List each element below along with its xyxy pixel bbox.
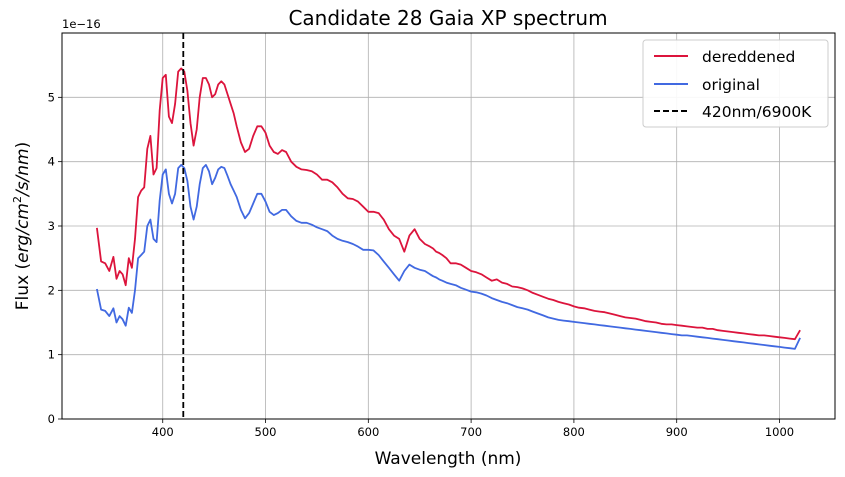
y-axis-label-sup: 2 <box>11 196 24 203</box>
legend-label-original: original <box>702 76 760 94</box>
series-line-original <box>96 163 801 350</box>
y-tick-label: 4 <box>48 155 55 169</box>
x-tick-label: 600 <box>357 425 379 439</box>
y-offset-label: 1e−16 <box>62 17 101 31</box>
x-tick-label: 800 <box>563 425 585 439</box>
y-tick-label: 2 <box>48 283 55 297</box>
y-axis-label-suffix: ) <box>13 142 33 149</box>
legend-box <box>642 39 829 128</box>
series-line-dereddened <box>96 67 801 341</box>
y-axis-label-math2: /s/nm <box>13 148 33 198</box>
y-tick-label: 0 <box>48 412 55 426</box>
legend: dereddened original 420nm/6900K <box>642 39 829 128</box>
x-tick-label: 400 <box>152 425 174 439</box>
legend-label-dereddened: dereddened <box>702 48 795 66</box>
y-tick-label: 3 <box>48 219 55 233</box>
x-tick-label: 1000 <box>765 425 794 439</box>
y-axis-label: Flux (erg/cm2/s/nm) <box>11 142 33 311</box>
y-tick-label: 5 <box>48 90 55 104</box>
series-lines <box>96 67 801 350</box>
y-tick-label: 1 <box>48 348 55 362</box>
y-axis-label-math: erg/cm <box>13 203 33 263</box>
x-tick-label: 900 <box>666 425 688 439</box>
axis-ticks: 400 500 600 700 800 900 1000 0 1 2 3 4 5 <box>48 90 794 439</box>
x-tick-label: 500 <box>255 425 277 439</box>
x-axis-label: Wavelength (nm) <box>375 449 522 469</box>
chart-title: Candidate 28 Gaia XP spectrum <box>288 6 607 30</box>
y-axis-label-prefix: Flux ( <box>13 263 33 310</box>
x-tick-label: 700 <box>460 425 482 439</box>
legend-label-vline: 420nm/6900K <box>702 103 812 121</box>
